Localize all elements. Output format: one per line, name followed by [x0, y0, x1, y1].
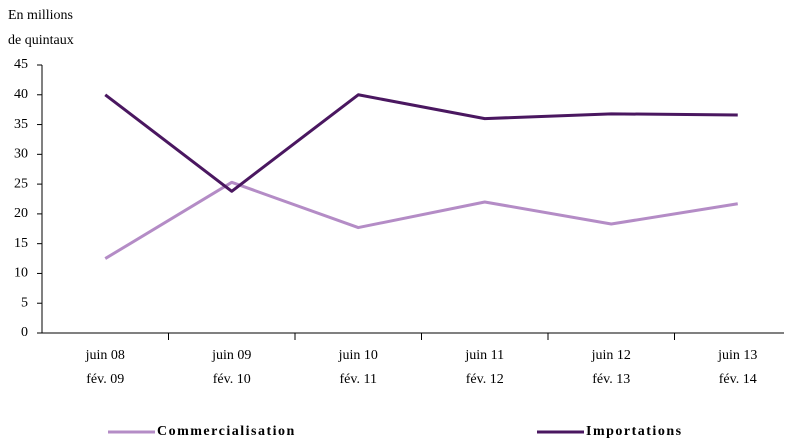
y-tick-label: 35 — [14, 117, 28, 132]
y-tick-label: 30 — [14, 147, 28, 162]
legend-label: Importations — [586, 424, 683, 439]
series-line — [104, 93, 738, 193]
x-tick-label: fév. 14 — [719, 372, 757, 387]
series-line — [104, 180, 738, 260]
y-tick-label: 15 — [14, 236, 28, 251]
x-tick-label: juin 12 — [591, 348, 631, 363]
y-axis-label: En millions — [8, 8, 73, 23]
y-tick-label: 0 — [21, 325, 28, 340]
x-tick-label: juin 08 — [85, 348, 125, 363]
x-tick-label: juin 13 — [717, 348, 757, 363]
y-tick-label: 45 — [14, 57, 28, 72]
y-tick-label: 20 — [14, 206, 28, 221]
y-tick-label: 10 — [14, 266, 28, 281]
y-tick-label: 25 — [14, 176, 28, 191]
x-tick-label: juin 09 — [211, 348, 251, 363]
x-tick-label: juin 11 — [464, 348, 504, 363]
x-tick-label: juin 10 — [338, 348, 378, 363]
x-tick-label: fév. 09 — [86, 372, 124, 387]
y-tick-label: 5 — [21, 295, 28, 310]
x-tick-label: fév. 11 — [340, 372, 377, 387]
y-tick-label: 40 — [14, 87, 28, 102]
x-tick-label: fév. 13 — [592, 372, 630, 387]
legend-label: Commercialisation — [157, 424, 296, 439]
x-tick-label: fév. 12 — [466, 372, 504, 387]
x-tick-label: fév. 10 — [213, 372, 251, 387]
y-axis-label: de quintaux — [8, 33, 74, 48]
